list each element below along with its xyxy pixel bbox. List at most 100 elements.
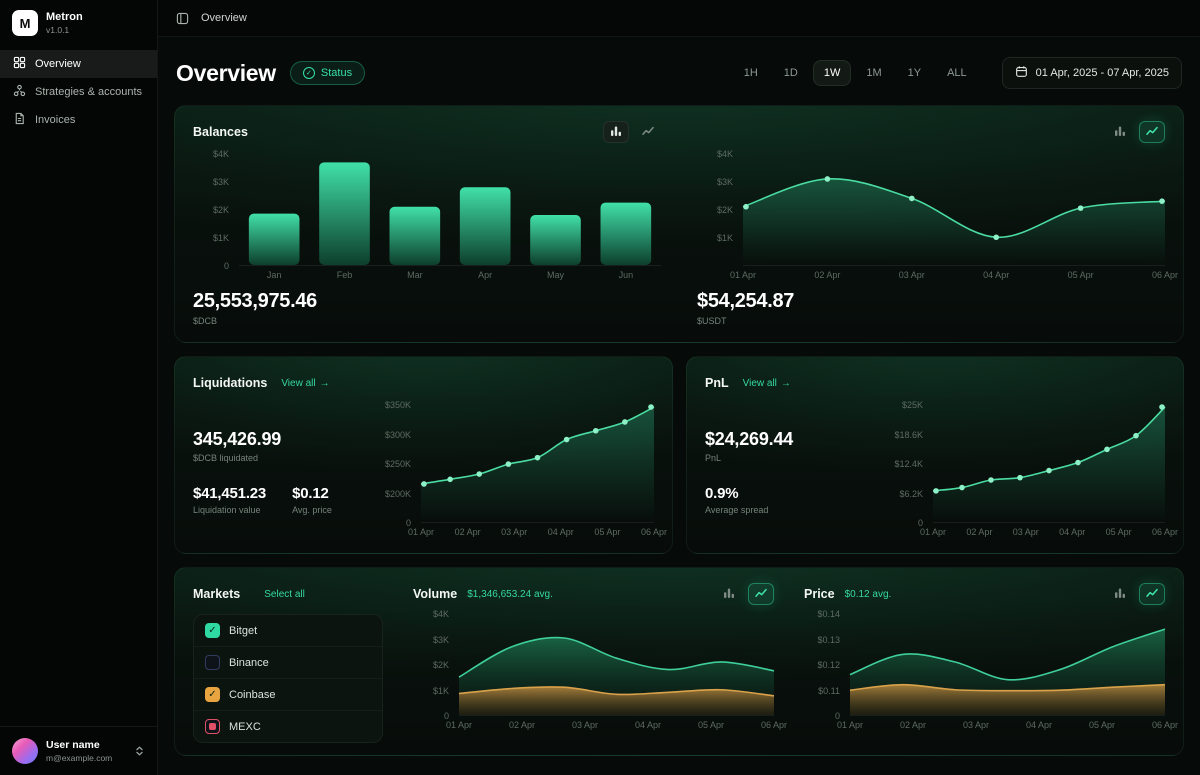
y-axis-label: $1K	[212, 233, 229, 243]
balances-dcb-unit: $DCB	[193, 316, 218, 326]
x-axis-label: 05 Apr	[697, 720, 725, 730]
checkbox-coinbase[interactable]: ✓	[205, 687, 220, 702]
market-row-mexc[interactable]: MEXC	[194, 711, 382, 742]
x-axis-label: 06 Apr	[1151, 270, 1179, 280]
sidebar-item-strategies-accounts[interactable]: Strategies & accounts	[0, 78, 157, 106]
page-header: Overview ✓ Status 1H 1D 1W 1M 1Y ALL 01 …	[176, 57, 1182, 89]
price-chart: 0 $0.11 $0.12 $0.13 $0.14 01 Apr 02 Apr 03 Apr 0…	[804, 609, 1178, 732]
balances-title: Balances	[193, 125, 248, 139]
balances-bar-chart: 0 $1K $2K $3K $4K Jan Feb Mar Apr May Jun	[193, 149, 661, 282]
usdt-bar-chart-toggle[interactable]	[1107, 121, 1133, 143]
x-axis-label: 05 Apr	[1105, 527, 1132, 537]
y-axis-label: $25K	[901, 400, 923, 410]
x-axis-label: 03 Apr	[962, 720, 990, 730]
x-axis-label: 03 Apr	[1012, 527, 1039, 537]
pnl-card: PnL View all → $24,269.44 PnL 0.9%	[686, 356, 1184, 554]
price-bar-chart-toggle[interactable]	[1107, 583, 1133, 605]
markets-select-all-link[interactable]: Select all	[264, 589, 305, 600]
markets-column: Markets Select all ✓ Bitget Binance ✓ Coinba…	[193, 582, 383, 743]
x-axis-label: 04 Apr	[1025, 720, 1053, 730]
volume-column: Volume $1,346,653.24 avg. 0 $1K $2K $3K $4K 0…	[413, 582, 787, 743]
sidebar: M Metron v1.0.1 Overview Strategies & ac…	[0, 0, 158, 775]
pnl-view-all-link[interactable]: View all →	[743, 378, 791, 389]
select-all-label: Select all	[264, 588, 305, 600]
user-name: User name	[46, 739, 100, 752]
date-range-picker[interactable]: 01 Apr, 2025 - 07 Apr, 2025	[1001, 57, 1182, 89]
average-spread-stat: 0.9% Average spread	[705, 485, 871, 515]
y-axis-label: $0.13	[817, 634, 840, 645]
chevron-up-down-icon	[134, 745, 145, 757]
y-axis-label: $4K	[432, 609, 449, 619]
app-version: v1.0.1	[46, 24, 70, 35]
calendar-icon	[1015, 65, 1028, 81]
sidebar-item-invoices[interactable]: Invoices	[0, 106, 157, 134]
y-axis-label: $18.6K	[894, 429, 923, 440]
range-button-1h[interactable]: 1H	[733, 60, 769, 86]
markets-list: ✓ Bitget Binance ✓ Coinbase MEXC	[193, 614, 383, 743]
y-axis-label: $1K	[432, 685, 449, 696]
app-name: Metron	[46, 11, 83, 24]
range-button-1m[interactable]: 1M	[855, 60, 892, 86]
stat-label: Liquidation value	[193, 505, 261, 515]
price-average: $0.12 avg.	[844, 588, 892, 600]
market-row-bitget[interactable]: ✓ Bitget	[194, 615, 382, 647]
liquidations-title: Liquidations	[193, 376, 268, 390]
line-chart-icon	[1146, 587, 1158, 602]
sidebar-item-overview[interactable]: Overview	[0, 50, 157, 78]
x-axis-label: 05 Apr	[594, 527, 621, 537]
pnl-stat: $24,269.44 PnL	[705, 429, 871, 463]
volume-title: Volume	[413, 587, 458, 601]
view-all-label: View all	[742, 377, 777, 389]
x-axis-label: 02 Apr	[966, 527, 993, 537]
usdt-line-chart-toggle[interactable]	[1139, 121, 1165, 143]
x-axis-label: 03 Apr	[571, 720, 599, 730]
balances-dcb-total: 25,553,975.46	[193, 290, 318, 312]
x-axis-label: 01 Apr	[729, 270, 757, 280]
bar-chart-icon	[610, 125, 622, 140]
checkbox-mexc[interactable]	[205, 719, 220, 734]
range-button-all[interactable]: ALL	[936, 60, 978, 86]
y-axis-label: 0	[405, 518, 411, 528]
invoice-icon	[13, 112, 26, 128]
range-button-1y[interactable]: 1Y	[897, 60, 932, 86]
balances-line-chart-toggle[interactable]	[635, 121, 661, 143]
market-label: Bitget	[229, 624, 258, 637]
stat-value: 0.9%	[705, 485, 739, 502]
sidebar-item-label: Overview	[35, 58, 81, 70]
liquidation-value-stat: $41,451.23 Liquidation value	[193, 485, 266, 515]
y-axis-label: $1K	[716, 233, 733, 243]
stat-label: Average spread	[705, 505, 769, 515]
market-row-coinbase[interactable]: ✓ Coinbase	[194, 679, 382, 711]
range-button-1w[interactable]: 1W	[812, 60, 852, 86]
x-axis-label: 05 Apr	[1088, 720, 1116, 730]
bar-chart-icon	[1114, 125, 1126, 140]
dashboard-icon	[13, 56, 26, 72]
arrow-right-icon: →	[319, 377, 330, 389]
stat-value: $41,451.23	[193, 485, 267, 502]
x-axis-label: 03 Apr	[898, 270, 925, 280]
main-content: Overview ✓ Status 1H 1D 1W 1M 1Y ALL 01 …	[158, 37, 1200, 775]
volume-bar-chart-toggle[interactable]	[716, 583, 742, 605]
balances-bar-chart-toggle[interactable]	[603, 121, 629, 143]
sidebar-nav: Overview Strategies & accounts Invoices	[0, 50, 157, 134]
stat-label: $DCB liquidated	[193, 453, 259, 463]
checkbox-bitget[interactable]: ✓	[205, 623, 220, 638]
market-row-binance[interactable]: Binance	[194, 647, 382, 679]
bar-chart-icon	[723, 587, 735, 602]
user-menu[interactable]: User name m@example.com	[0, 726, 157, 775]
balances-usdt-total: $54,254.87	[697, 290, 795, 312]
x-axis-label: Jun	[618, 270, 634, 280]
x-axis-label: 01 Apr	[445, 720, 473, 730]
sidebar-toggle-icon[interactable]	[176, 12, 189, 25]
sidebar-item-label: Strategies & accounts	[35, 86, 143, 98]
range-button-1d[interactable]: 1D	[773, 60, 809, 86]
volume-line-chart-toggle[interactable]	[748, 583, 774, 605]
checkbox-binance[interactable]	[205, 655, 220, 670]
liquidations-view-all-link[interactable]: View all →	[281, 378, 329, 389]
topbar: Overview	[158, 0, 1200, 37]
x-axis-label: Feb	[336, 270, 353, 280]
x-axis-label: 06 Apr	[760, 720, 788, 730]
stat-value: $0.12	[292, 485, 329, 502]
y-axis-label: $4K	[212, 149, 229, 159]
price-line-chart-toggle[interactable]	[1139, 583, 1165, 605]
